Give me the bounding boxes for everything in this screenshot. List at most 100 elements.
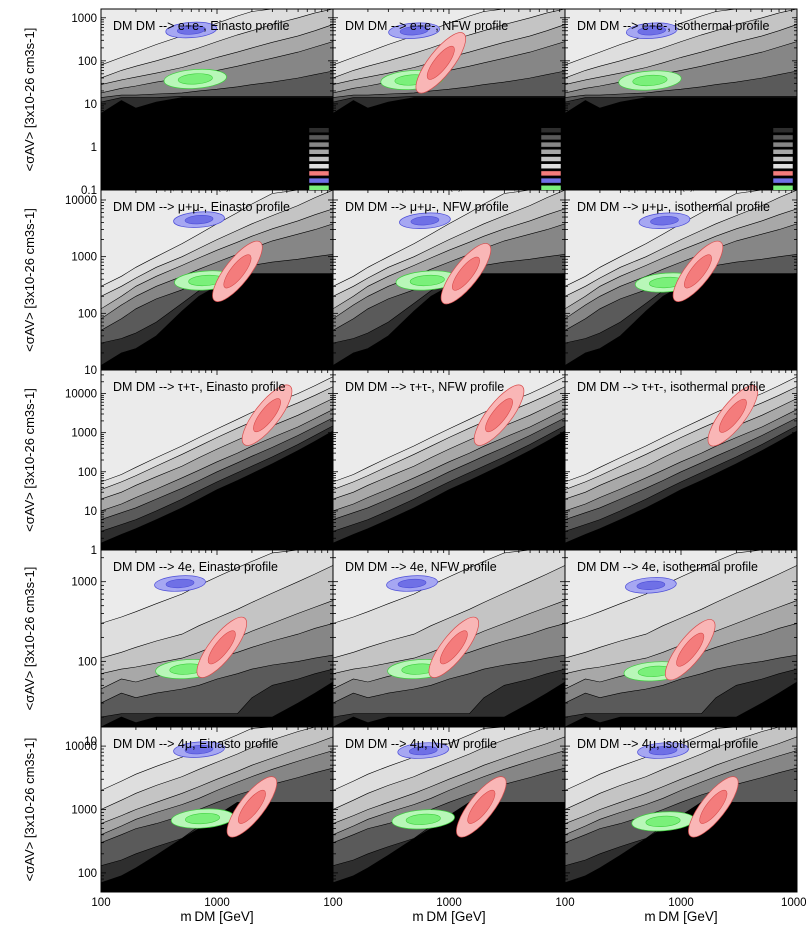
legend-swatch [308,170,330,177]
panel-title: DM DM --> 4e, NFW profile [345,560,497,574]
PAMELA-Fermi-HESS-inner-contour [426,45,455,80]
best-fit-region [388,22,440,39]
legend-swatch [308,120,330,126]
y-tick-label: 1 [91,545,97,557]
panel-title: DM DM --> μ+μ-, NFW profile [345,200,509,214]
legend-swatch [308,149,330,155]
title-separator: , [656,560,663,574]
profile-label: isothermal profile [675,200,770,214]
legend-swatch [540,127,562,133]
best-fit-region [173,741,225,758]
legend-label: PAMELA-Fermi-HESS favored region [428,171,538,178]
y-tick-label: 1 [91,142,97,154]
legend-swatch [772,134,794,141]
best-fit-inner-contour [397,578,427,589]
best-fit-inner-contour [410,216,440,226]
legend-swatch [308,177,330,184]
PAMELA-Fermi-HESS-inner-contour [467,789,496,824]
PAMELA-Fermi-HESS-inner-contour [237,789,266,824]
legend-label: isotropic, power law c(M), Mmin=10-9 M⊙,… [620,128,770,135]
x-tick-label: 100 [323,897,342,909]
legend-label: 10<b<20, Maccio et al. c(M) [455,149,537,156]
limit-band-0 [101,681,333,727]
legend-swatch [540,156,562,162]
y-tick-label: 10000 [65,195,97,207]
substructure-inner-contour [645,815,681,827]
legend-label: PAMELA-Fermi-HESS favored region [196,171,306,178]
limit-band-0 [565,681,797,727]
legend-swatch [772,185,794,191]
profile-label: NFW profile [431,737,497,751]
panel-2-0: DM DM --> τ+τ-, Einasto profile [100,369,334,551]
y-tick-label: 100 [78,868,97,880]
profile-label: NFW profile [442,19,508,33]
limit-band-0 [565,802,797,892]
limit-band-0 [101,97,333,190]
channel-label: DM DM --> e+e- [345,19,435,33]
profile-label: NFW profile [438,380,504,394]
title-separator: , [667,19,674,33]
best-fit-inner-contour [648,745,678,756]
PAMELA-Fermi-HESS-region [456,776,507,838]
panel-3-1: DM DM --> 4e, NFW profile [332,549,566,728]
PAMELA-Fermi-HESS-region [226,776,278,838]
legend-label: isotropic, Maccio et al. c(M), incl. UV [430,164,537,171]
legend-label: 10<b<20, power law c(M), Mmin=10-9 M⊙, n… [159,135,306,142]
limit-band-0 [333,97,565,190]
y-tick-label: 100 [78,56,97,68]
channel-label: DM DM --> μ+μ- [345,200,436,214]
substructure-region [391,809,455,830]
best-fit-inner-contour [184,215,214,225]
substructure-inner-contour [409,274,445,287]
y-tick-label: 100 [78,467,97,479]
substructure-region [163,68,227,89]
channel-label: DM DM --> 4e [113,560,192,574]
legend-label: isotropic, Maccio et al. c(M), incl. UV [662,164,769,171]
limit-band-0 [333,430,565,550]
channel-label: DM DM --> 4e [345,560,424,574]
legend-swatch [540,134,562,141]
y-tick-label: 1000 [71,13,97,25]
legend: isotropic, power law c(M), Mmin=10-9 M⊙,… [380,120,562,192]
limit-band-0 [565,430,797,550]
title-separator: , [424,560,431,574]
best-fit-region [386,575,438,592]
legend-label: isotropic, power law c(M), Mmin=10-9 M⊙,… [388,128,538,135]
panel-1-1: DM DM --> μ+μ-, NFW profile [332,189,566,371]
y-tick-label: 10 [84,99,97,111]
legend-label: isotropic, Maccio et al. c(M), best fit [202,178,305,185]
panel-0-2: DM DM --> e+e-, isothermal profile [564,8,798,191]
legend-label: isotropic, power law c(M), Mmin=10-9 M⊙,… [160,121,305,128]
panel-grid: DM DM --> e+e-, Einasto profile DM DM -->… [100,8,798,893]
legend-swatch [540,185,562,191]
legend-label: 10<b<20, power law c(M), Mmin=10-9 M⊙, i… [387,142,538,149]
profile-label: Einasto profile [199,560,278,574]
legend-label: isotropic, power law c(M), Mmin=10-9 M⊙,… [392,121,537,128]
y-tick-label: 10 [84,365,97,377]
legend-swatch [540,120,562,126]
limit-band-0 [333,681,565,727]
best-fit-region [173,211,225,228]
limit-band-0 [101,430,333,550]
limit-band-1 [101,668,333,727]
legend-label: isotropic, Maccio et al. c(M), no UV [203,157,306,164]
channel-label: DM DM --> 4e [577,560,656,574]
panel-0-0: DM DM --> e+e-, Einasto profile [100,8,334,191]
y-tick-label: 1000 [71,252,97,264]
PAMELA-Fermi-HESS-inner-contour [223,254,252,289]
legend-label: isotropic, Maccio et al. c(M), with subs… [380,185,537,192]
best-fit-region [165,21,218,39]
channel-label: DM DM --> μ+μ- [113,200,204,214]
title-separator: , [663,380,670,394]
PAMELA-Fermi-HESS-inner-contour [253,398,281,433]
substructure-region [618,70,682,91]
channel-label: DM DM --> e+e- [577,19,667,33]
legend-swatch [772,163,794,169]
x-tick-label: 1000 [668,897,694,909]
panel-title: DM DM --> 4e, isothermal profile [577,560,758,574]
PAMELA-Fermi-HESS-region [672,240,724,302]
y-axis-label: <σAV> [3x10-26 cm3s-1] [22,388,37,532]
PAMELA-Fermi-HESS-region [428,616,479,678]
title-separator: , [199,380,206,394]
